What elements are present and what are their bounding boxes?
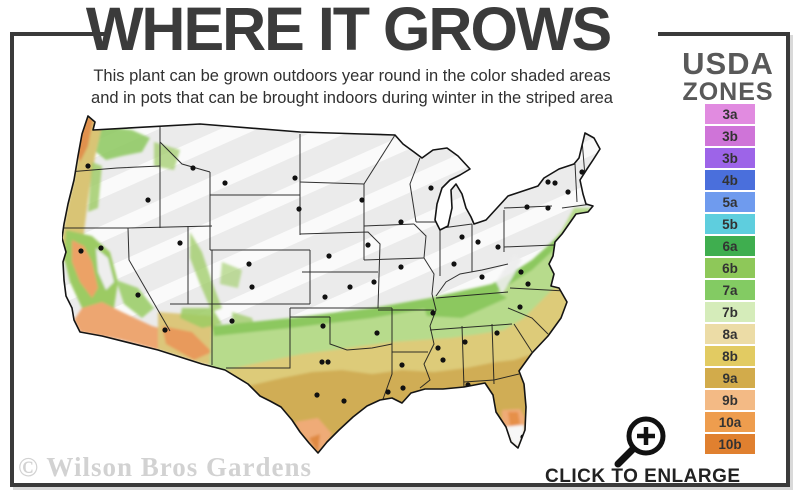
city-dot [177,240,183,246]
legend-zone-chip-7b: 7b [705,302,755,322]
city-dot [435,345,441,351]
city-dot [374,330,380,336]
city-dot [347,284,353,290]
frame-top-right-segment [658,32,786,36]
city-dot [292,175,298,181]
city-dot [359,197,365,203]
city-dot [249,284,255,290]
city-dot [229,318,235,324]
city-dot [399,362,405,368]
legend-zone-chip-8a: 8a [705,324,755,344]
city-dot [320,323,326,329]
city-dot [495,244,501,250]
city-dot [319,359,325,365]
city-dot [525,281,531,287]
legend-zone-chip-9a: 9a [705,368,755,388]
city-dot [440,357,446,363]
city-dot [524,204,530,210]
city-dot [322,294,328,300]
city-dot [190,165,196,171]
us-outline [62,115,601,454]
city-dot [517,304,523,310]
city-dot [296,206,302,212]
city-dot [428,185,434,191]
city-dot [398,219,404,225]
us-zone-map[interactable] [62,112,662,462]
magnifier-plus-icon[interactable] [598,408,678,478]
usda-zones-legend: 3a 3b 3b 4b 5a 5b 6a 6b 7a 7b 8a 8b 9a 9b 10a 10b [705,104,755,456]
city-dot [162,327,168,333]
city-dot [398,264,404,270]
legend-zone-chip-3b: 3b [705,126,755,146]
decorative-frame [10,32,790,487]
legend-zone-chip-6a: 6a [705,236,755,256]
city-dot [430,310,436,316]
city-dot [475,239,481,245]
legend-zone-chip-5b: 5b [705,214,755,234]
city-dot [518,269,524,275]
city-dots [78,163,585,440]
click-to-enlarge-button[interactable]: CLICK TO ENLARGE [545,466,741,487]
legend-zone-chip-4b: 4b [705,170,755,190]
legend-zone-chip-9b: 9b [705,390,755,410]
city-dot [552,180,558,186]
city-dot [222,180,228,186]
city-dot [85,163,91,169]
city-dot [494,330,500,336]
city-dot [545,179,551,185]
legend-zone-chip-3b: 3b [705,148,755,168]
subtitle-line-1: This plant can be grown outdoors year ro… [93,67,611,85]
subtitle-line-2: and in pots that can be brought indoors … [91,88,613,107]
city-dot [314,392,320,398]
city-dot [78,248,84,254]
subtitle: This plant can be grown outdoors year ro… [42,66,662,110]
legend-zone-chip-10a: 10a [705,412,755,432]
legend-zone-chip-10b: 10b [705,434,755,454]
city-dot [365,242,371,248]
legend-title-zones: ZONES [682,78,774,106]
city-dot [459,234,465,240]
city-dot [490,410,496,416]
watermark: © Wilson Bros Gardens [18,452,312,482]
city-dot [565,189,571,195]
legend-title-usda: USDA [682,46,774,81]
city-dot [326,253,332,259]
city-dot [145,197,151,203]
city-dot [325,359,331,365]
city-dot [579,169,585,175]
city-dot [135,292,141,298]
city-dot [341,398,347,404]
city-dot [545,205,551,211]
legend-zone-chip-8b: 8b [705,346,755,366]
city-dot [246,261,252,267]
legend-zone-chip-7a: 7a [705,280,755,300]
frame-top-left-segment [10,32,105,36]
city-dot [479,274,485,280]
city-dot [98,245,104,251]
city-dot [385,389,391,395]
legend-zone-chip-5a: 5a [705,192,755,212]
city-dot [451,261,457,267]
city-dot [462,339,468,345]
city-dot [371,279,377,285]
legend-zone-chip-6b: 6b [705,258,755,278]
city-dot [400,385,406,391]
page-title: WHERE IT GROWS [85,0,612,63]
legend-zone-chip-3a: 3a [705,104,755,124]
